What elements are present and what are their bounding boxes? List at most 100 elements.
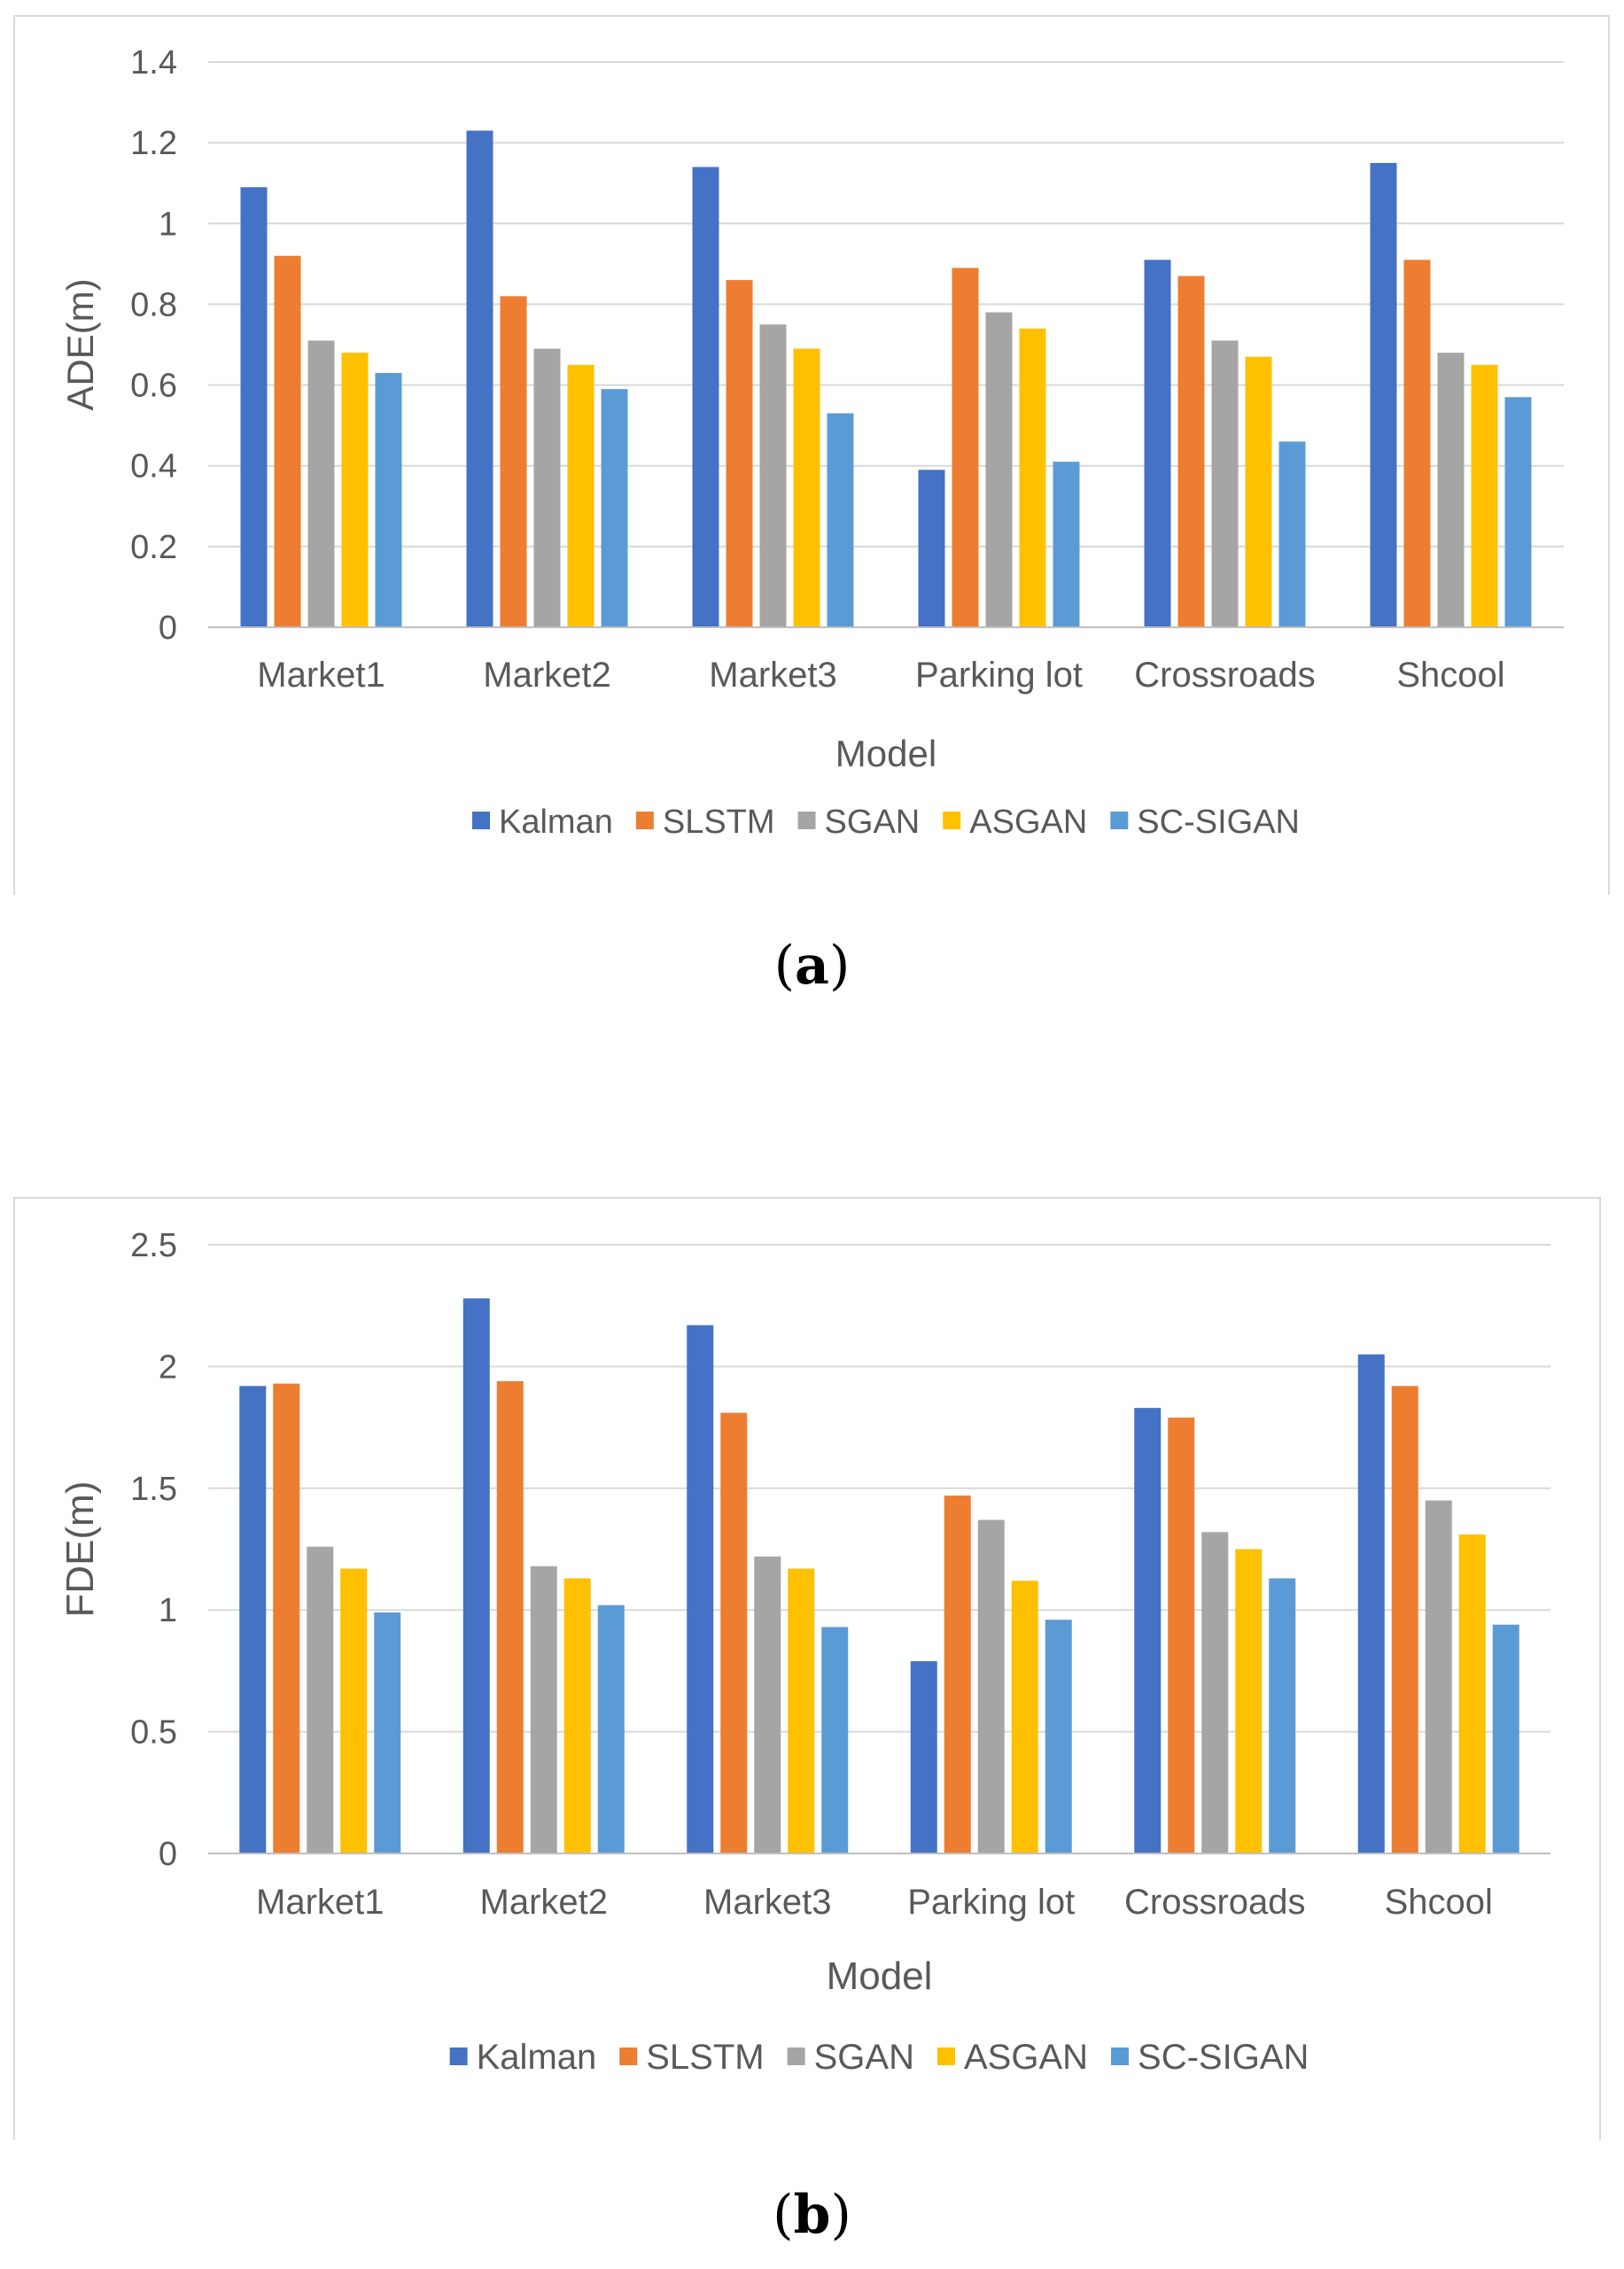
bar-kalman-0 — [239, 1386, 267, 1853]
y-tick-label: 0.2 — [130, 529, 177, 566]
x-axis-title: Model — [827, 1954, 933, 1998]
bar-sc-sigan-4 — [1278, 441, 1306, 627]
bar-kalman-1 — [466, 130, 493, 627]
legend-swatch-asgan — [936, 2048, 955, 2065]
bar-slstm-1 — [500, 296, 527, 627]
legend-swatch-kalman — [472, 812, 490, 829]
panel-label-a: (a) — [773, 935, 851, 997]
y-tick-label: 1.2 — [130, 125, 177, 162]
chart-frame — [13, 1197, 1601, 2140]
legend-swatch-asgan — [943, 812, 961, 829]
x-tick-label: Market3 — [703, 1883, 832, 1922]
legend-swatch-sc-sigan — [1110, 812, 1129, 829]
bar-kalman-0 — [240, 187, 268, 627]
legend-label: SGAN — [814, 2038, 914, 2077]
legend-swatch-slstm — [619, 2048, 638, 2065]
legend-swatch-slstm — [635, 812, 654, 829]
bar-sgan-0 — [307, 1546, 334, 1853]
bar-asgan-0 — [340, 1568, 368, 1853]
legend-label: SC-SIGAN — [1138, 2038, 1309, 2077]
bar-sc-sigan-1 — [597, 1605, 625, 1853]
bar-slstm-1 — [496, 1380, 524, 1853]
y-axis-title: ADE(m) — [59, 278, 101, 410]
y-tick-label: 1 — [159, 1592, 177, 1629]
bar-sgan-3 — [985, 312, 1013, 627]
bar-sgan-1 — [533, 348, 561, 627]
bar-kalman-3 — [918, 470, 945, 627]
bar-slstm-5 — [1391, 1386, 1418, 1853]
legend-swatch-kalman — [449, 2048, 468, 2065]
x-tick-label: Crossroads — [1124, 1883, 1306, 1922]
panel-label-b: (b) — [773, 2184, 851, 2246]
bar-asgan-2 — [793, 348, 820, 627]
legend-label: SLSTM — [663, 804, 775, 841]
fde-chart: 0 0.5 1 1.5 2 2.5 Market1 Market2 Market3 Parking… — [13, 1197, 1601, 2140]
bar-slstm-0 — [273, 1383, 300, 1853]
bar-sc-sigan-4 — [1269, 1578, 1296, 1853]
bar-sgan-4 — [1211, 340, 1239, 627]
y-tick-label: 2 — [159, 1348, 177, 1386]
legend-label: Kalman — [477, 2038, 597, 2077]
bar-sgan-4 — [1201, 1532, 1229, 1853]
legend: Kalman SLSTM SGAN ASGAN SC-SIGAN — [449, 2038, 1309, 2077]
y-axis-title: FDE(m) — [58, 1481, 102, 1618]
y-tick-label: 0 — [159, 1836, 177, 1873]
bar-sgan-3 — [977, 1519, 1005, 1853]
bar-sc-sigan-3 — [1053, 462, 1080, 627]
bar-sgan-2 — [759, 324, 787, 627]
bar-slstm-4 — [1177, 276, 1205, 627]
x-tick-label: Market2 — [480, 1883, 609, 1922]
bar-asgan-2 — [788, 1568, 815, 1853]
bar-asgan-3 — [1011, 1581, 1038, 1853]
bar-sgan-0 — [307, 340, 335, 627]
y-tick-label: 2.5 — [130, 1227, 177, 1264]
legend-label: ASGAN — [969, 804, 1087, 841]
x-tick-label: Market1 — [256, 1883, 385, 1922]
x-tick-label: Parking lot — [907, 1883, 1075, 1922]
bar-kalman-5 — [1357, 1354, 1385, 1853]
bar-kalman-5 — [1370, 162, 1397, 627]
legend-label: ASGAN — [964, 2038, 1088, 2077]
bar-kalman-3 — [910, 1660, 937, 1853]
bar-sc-sigan-0 — [375, 372, 402, 627]
bar-sc-sigan-5 — [1492, 1624, 1519, 1853]
bar-kalman-2 — [687, 1325, 714, 1853]
legend-swatch-sc-sigan — [1111, 2048, 1130, 2065]
y-tick-label: 1 — [159, 206, 177, 243]
y-tick-label: 0.5 — [130, 1714, 177, 1752]
bar-asgan-5 — [1471, 364, 1498, 627]
legend: Kalman SLSTM SGAN ASGAN SC-SIGAN — [472, 804, 1300, 841]
bar-sc-sigan-2 — [821, 1627, 849, 1853]
bar-slstm-3 — [952, 268, 979, 627]
bar-slstm-0 — [274, 255, 301, 627]
x-tick-label: Shcool — [1396, 656, 1504, 695]
bar-slstm-5 — [1403, 260, 1431, 627]
x-tick-label: Market1 — [257, 656, 385, 695]
legend-swatch-sgan — [797, 812, 816, 829]
x-tick-label: Parking lot — [915, 656, 1083, 695]
bar-asgan-4 — [1245, 356, 1272, 627]
bar-sc-sigan-0 — [374, 1612, 401, 1853]
legend-label: SGAN — [825, 804, 921, 841]
bar-sc-sigan-2 — [827, 413, 854, 627]
bar-asgan-0 — [341, 353, 369, 627]
y-tick-label: 1.5 — [130, 1471, 177, 1508]
bar-sgan-5 — [1437, 353, 1465, 627]
bar-slstm-3 — [944, 1496, 971, 1853]
bar-sc-sigan-5 — [1504, 397, 1532, 627]
bar-kalman-4 — [1144, 260, 1171, 627]
legend-label: SC-SIGAN — [1137, 804, 1300, 841]
bar-asgan-3 — [1019, 328, 1046, 627]
legend-swatch-sgan — [787, 2048, 805, 2065]
x-tick-label: Market2 — [483, 656, 611, 695]
chart-panel-b: 0 0.5 1 1.5 2 2.5 Market1 Market2 Market3 Parking… — [0, 1178, 1624, 2153]
bar-asgan-1 — [563, 1578, 591, 1853]
bar-sgan-5 — [1425, 1500, 1452, 1853]
bar-sgan-1 — [530, 1566, 557, 1853]
y-tick-label: 0 — [159, 610, 177, 647]
ade-chart: 0 0.2 0.4 0.6 0.8 1 1.2 1.4 Market1 Market2 Market… — [13, 15, 1610, 895]
x-tick-label: Crossroads — [1134, 656, 1316, 695]
legend-label: Kalman — [499, 804, 613, 841]
x-axis-title: Model — [835, 733, 936, 774]
bar-sc-sigan-3 — [1045, 1620, 1072, 1853]
